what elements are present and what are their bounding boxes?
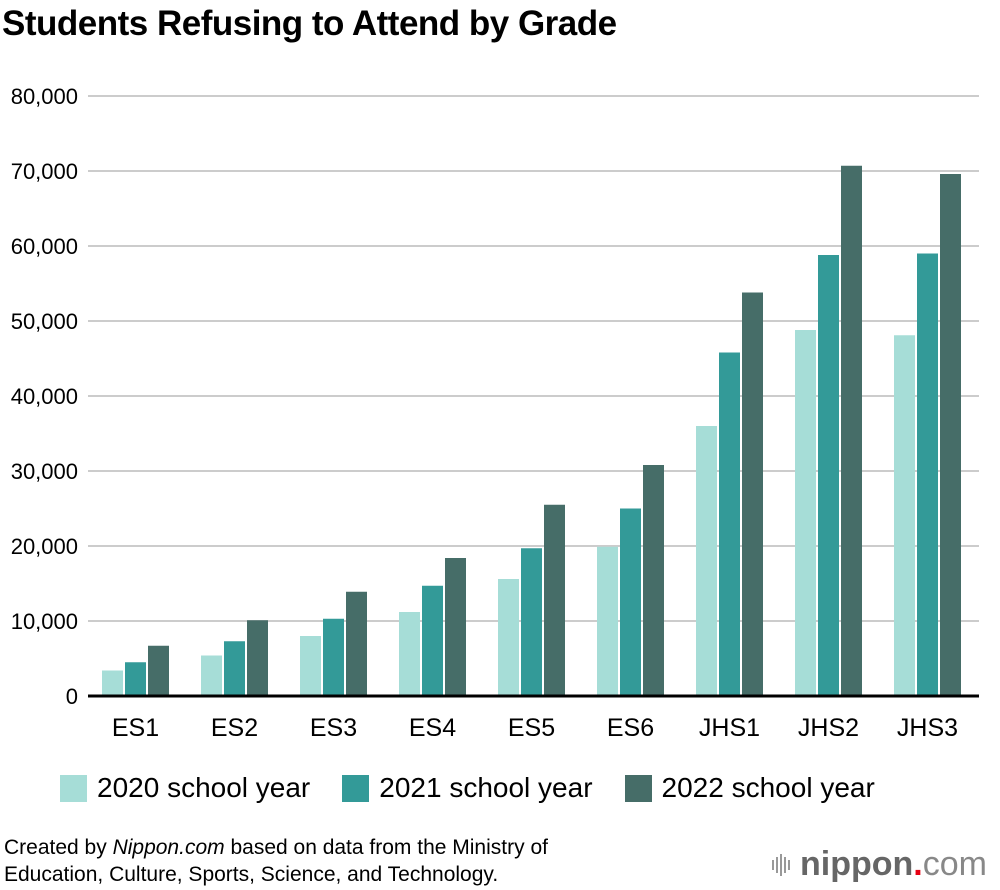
y-tick-label: 30,000 bbox=[11, 459, 78, 484]
bar-jhs2-2022 bbox=[841, 165, 862, 696]
bar-es4-2021 bbox=[422, 585, 443, 696]
legend-item-2020: 2020 school year bbox=[60, 772, 310, 804]
x-tick-label: ES2 bbox=[211, 714, 258, 742]
logo-dot: . bbox=[913, 845, 923, 883]
gridlines bbox=[88, 95, 979, 622]
legend-label-2022: 2022 school year bbox=[661, 772, 875, 803]
bar-jhs3-2022 bbox=[940, 174, 961, 696]
y-tick-label: 70,000 bbox=[11, 159, 78, 184]
x-tick-label: ES6 bbox=[607, 714, 654, 742]
bar-es3-2021 bbox=[323, 618, 344, 696]
legend-swatch-2021 bbox=[342, 774, 370, 802]
y-tick-label: 50,000 bbox=[11, 309, 78, 334]
y-tick-label: 10,000 bbox=[11, 609, 78, 634]
x-tick-label: ES5 bbox=[508, 714, 555, 742]
legend-swatch-2022 bbox=[624, 774, 652, 802]
y-tick-label: 60,000 bbox=[11, 234, 78, 259]
y-axis: 0 10,000 20,000 30,000 40,000 50,000 60,000 70,… bbox=[11, 84, 78, 709]
bar-es3-2020 bbox=[300, 636, 321, 696]
x-tick-label: ES3 bbox=[310, 714, 357, 742]
source-note: Created by Nippon.com based on data from… bbox=[4, 834, 548, 888]
bar-jhs3-2020 bbox=[894, 335, 915, 696]
bar-jhs1-2021 bbox=[719, 352, 740, 696]
y-tick-label: 40,000 bbox=[11, 384, 78, 409]
bar-es4-2020 bbox=[399, 612, 420, 696]
source-line-2: Education, Culture, Sports, Science, and… bbox=[4, 863, 499, 886]
source-line-1: Created by Nippon.com based on data from… bbox=[4, 836, 548, 859]
bar-chart: 0 10,000 20,000 30,000 40,000 50,000 60,000 70,… bbox=[11, 84, 979, 742]
bar-es1-2020 bbox=[102, 670, 123, 696]
bar-es5-2020 bbox=[498, 579, 519, 696]
y-tick-label: 0 bbox=[66, 684, 78, 709]
bar-es2-2022 bbox=[247, 620, 268, 696]
bar-jhs3-2021 bbox=[917, 253, 938, 696]
logo-soundwave-icon bbox=[772, 853, 792, 877]
bar-es6-2020 bbox=[597, 546, 618, 696]
bar-es2-2021 bbox=[224, 641, 245, 696]
y-tick-label: 80,000 bbox=[11, 84, 78, 109]
bar-es3-2022 bbox=[346, 591, 367, 696]
bar-es1-2022 bbox=[148, 645, 169, 696]
legend-label-2020: 2020 school year bbox=[97, 772, 311, 803]
nippon-logo: nippon. com bbox=[772, 845, 987, 884]
bar-es6-2021 bbox=[620, 508, 641, 696]
y-tick-label: 20,000 bbox=[11, 534, 78, 559]
bar-es4-2022 bbox=[445, 558, 466, 696]
x-tick-label: JHS1 bbox=[699, 714, 760, 742]
x-tick-label: JHS2 bbox=[798, 714, 859, 742]
bar-es6-2022 bbox=[643, 465, 664, 696]
legend: 2020 school year 2021 school year 2022 s… bbox=[60, 772, 907, 804]
bar-jhs2-2021 bbox=[818, 255, 839, 696]
x-tick-label: ES1 bbox=[112, 714, 159, 742]
bars bbox=[102, 165, 961, 696]
x-tick-label: ES4 bbox=[409, 714, 456, 742]
logo-brand: nippon bbox=[800, 845, 914, 883]
x-axis: ES1 ES2 ES3 ES4 ES5 ES6 JHS1 JHS2 JHS3 bbox=[88, 694, 979, 742]
bar-es5-2021 bbox=[521, 548, 542, 696]
chart-title: Students Refusing to Attend by Grade bbox=[2, 4, 617, 43]
bar-jhs1-2020 bbox=[696, 426, 717, 696]
legend-label-2021: 2021 school year bbox=[379, 772, 593, 803]
bar-es5-2022 bbox=[544, 504, 565, 696]
bar-jhs2-2020 bbox=[795, 330, 816, 696]
legend-item-2022: 2022 school year bbox=[624, 772, 875, 804]
bar-es1-2021 bbox=[125, 662, 146, 696]
x-tick-label: JHS3 bbox=[897, 714, 958, 742]
logo-tld: com bbox=[922, 845, 987, 883]
legend-item-2021: 2021 school year bbox=[342, 772, 593, 804]
legend-swatch-2020 bbox=[60, 774, 87, 802]
bar-jhs1-2022 bbox=[742, 292, 763, 696]
bar-es2-2020 bbox=[201, 655, 222, 696]
source-name: Nippon.com bbox=[112, 836, 225, 859]
